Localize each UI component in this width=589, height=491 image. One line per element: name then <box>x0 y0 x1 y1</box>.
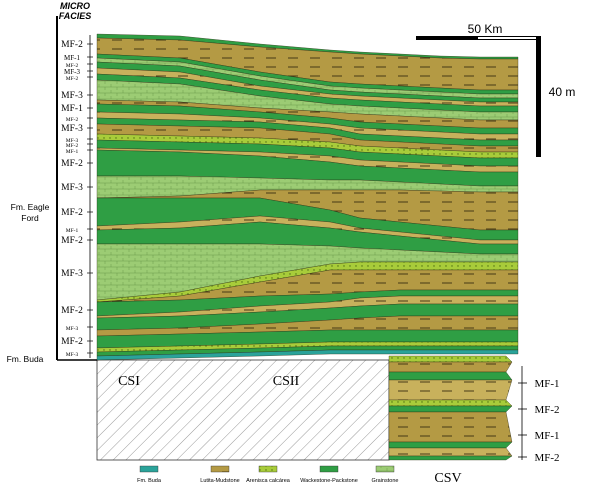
legend-item: Fm. Buda <box>137 465 162 484</box>
legend: Fm. Buda Lutita-Mudstone Arenisca calcárea… <box>137 465 399 484</box>
left-facies-label: MF-1 <box>66 228 79 234</box>
fm-eagle-ford-label-line1: Fm. Eagle <box>11 202 50 212</box>
legend-item: Lutita-Mudstone <box>200 465 240 484</box>
csv-band-texture-8 <box>389 448 512 456</box>
left-facies-labels: MF-2MF-1MF-2MF-3MF-2MF-3MF-1MF-2MF-3MF-3… <box>61 40 93 358</box>
csv-column <box>388 355 513 461</box>
strata-layers <box>96 33 519 361</box>
csv-band-2 <box>388 371 513 381</box>
legend-label: Wackestone-Packstone <box>300 478 358 484</box>
left-facies-label: MF-3 <box>66 352 79 358</box>
vertical-scale-bar: 40 m <box>536 36 575 157</box>
left-facies-label: MF-3 <box>64 68 80 76</box>
fm-eagle-ford-label-line2: Ford <box>21 213 39 223</box>
horizontal-scale-bar: 50 Km <box>416 22 540 40</box>
micro-facies-title-line1: MICRO <box>60 1 90 11</box>
legend-swatch-texture <box>259 466 277 472</box>
legend-swatch-texture <box>376 466 394 472</box>
fm-buda-label: Fm. Buda <box>7 354 44 364</box>
section-label-csv: CSV <box>434 471 461 486</box>
stratum-texture-7 <box>97 80 518 120</box>
csv-band-7 <box>388 441 513 449</box>
left-facies-label: MF-2 <box>66 143 79 149</box>
csv-band-texture-6 <box>389 412 512 442</box>
legend-item: Wackestone-Packstone <box>300 465 358 484</box>
vertical-scale-label: 40 m <box>549 85 576 99</box>
right-facies-label: MF-2 <box>534 452 559 464</box>
left-facies-label: MF-3 <box>66 326 79 332</box>
left-facies-label: MF-2 <box>61 208 83 218</box>
left-facies-label: MF-2 <box>61 236 83 246</box>
right-facies-label: MF-2 <box>534 404 559 416</box>
csv-band-5 <box>388 405 513 413</box>
micro-facies-title-line2: FACIES <box>59 11 92 21</box>
legend-label: Fm. Buda <box>137 478 162 484</box>
legend-item: Grainstone <box>372 465 399 484</box>
legend-item: Arenisca calcárea <box>246 465 291 484</box>
stratum-texture-24 <box>97 270 518 302</box>
left-facies-label: MF-2 <box>61 159 83 169</box>
left-facies-label: MF-3 <box>61 269 83 279</box>
left-facies-label: MF-3 <box>66 138 79 144</box>
left-facies-label: MF-2 <box>66 117 79 123</box>
stratum-texture-3 <box>97 58 518 98</box>
stratum-texture-26 <box>97 296 518 318</box>
section-label-csi: CSI <box>118 374 140 389</box>
left-facies-label: MF-1 <box>66 149 79 155</box>
horizontal-scale-label: 50 Km <box>468 22 503 36</box>
stratum-32 <box>96 349 519 361</box>
csv-band-9 <box>388 455 513 461</box>
right-facies-label: MF-1 <box>534 430 559 442</box>
left-facies-label: MF-1 <box>64 54 80 62</box>
basement-block <box>96 359 390 461</box>
left-facies-label: MF-3 <box>61 91 83 101</box>
stratum-texture-28 <box>97 316 518 336</box>
left-facies-label: MF-2 <box>66 63 79 69</box>
stratum-texture-30 <box>97 342 518 352</box>
stratum-texture-17 <box>97 176 518 198</box>
stratum-texture-20 <box>97 216 518 244</box>
right-facies-labels: MF-1 MF-2 MF-1 MF-2 <box>518 378 560 464</box>
left-facies-label: MF-2 <box>61 337 83 347</box>
legend-label: Grainstone <box>372 478 399 484</box>
csv-band-texture-3 <box>389 380 512 400</box>
legend-label: Lutita-Mudstone <box>200 478 239 484</box>
right-facies-label: MF-1 <box>534 378 559 390</box>
legend-swatch-texture <box>211 466 229 472</box>
stratum-texture-12 <box>97 124 518 152</box>
stratum-texture-18 <box>97 190 518 230</box>
stratum-texture-5 <box>97 68 518 106</box>
csv-band-texture-4 <box>389 400 512 406</box>
stratum-texture-1 <box>97 38 518 90</box>
stratum-texture-13 <box>97 134 518 158</box>
legend-swatch <box>139 465 159 473</box>
legend-label: Arenisca calcárea <box>246 478 291 484</box>
csv-band-texture-1 <box>389 362 512 372</box>
csv-band-texture-0 <box>389 356 512 362</box>
left-facies-label: MF-2 <box>61 40 83 50</box>
stratum-texture-22 <box>97 244 518 300</box>
left-facies-label: MF-3 <box>61 124 83 134</box>
left-facies-label: MF-2 <box>61 306 83 316</box>
left-facies-label: MF-2 <box>66 76 79 82</box>
section-label-csii: CSII <box>273 374 300 389</box>
stratum-texture-8 <box>97 100 518 128</box>
left-axis: MICRO FACIES <box>56 1 97 361</box>
left-facies-label: MF-1 <box>61 104 83 114</box>
legend-swatch <box>319 465 339 473</box>
left-facies-label: MF-3 <box>61 183 83 193</box>
